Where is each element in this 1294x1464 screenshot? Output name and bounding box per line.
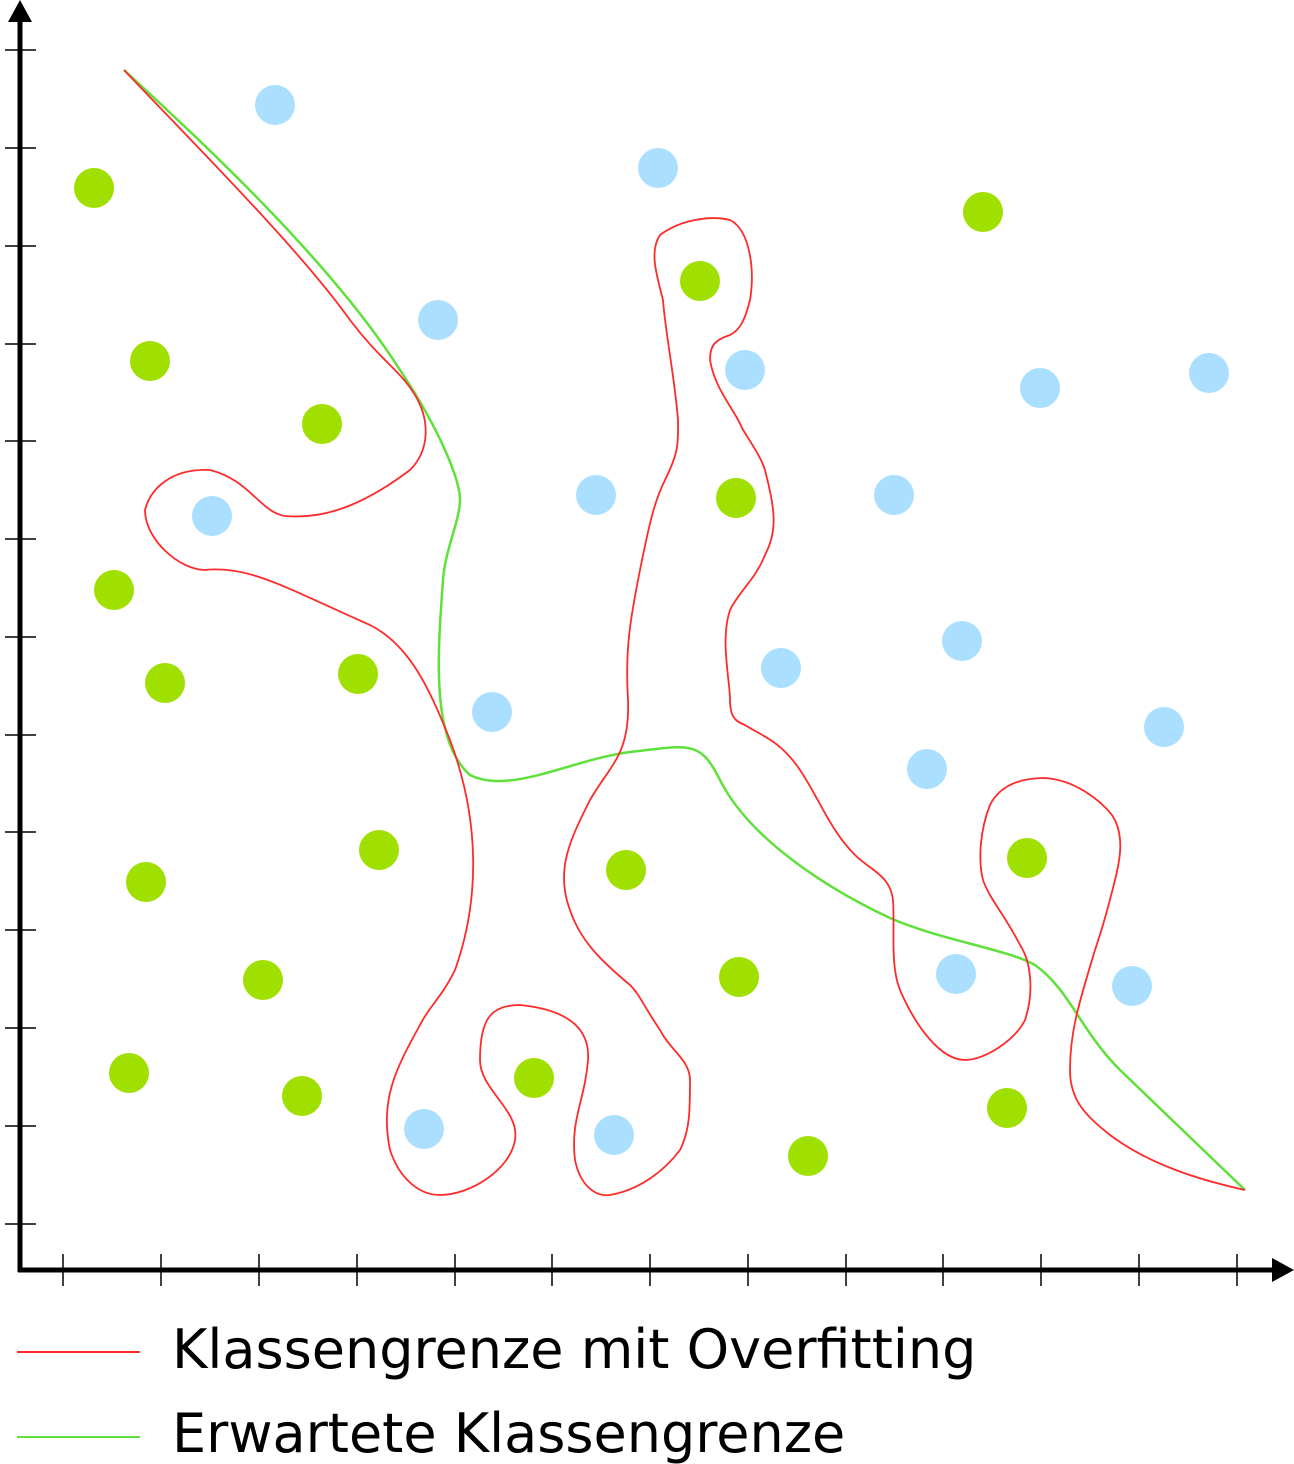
class-b-point	[594, 1115, 634, 1155]
class-a-point	[109, 1053, 149, 1093]
class-a-point	[302, 404, 342, 444]
class-a-point	[126, 862, 166, 902]
class-a-point	[359, 830, 399, 870]
class-a-point	[145, 663, 185, 703]
class-b-point	[1189, 353, 1229, 393]
expected-class-boundary	[123, 69, 1246, 1191]
class-a-point	[338, 654, 378, 694]
y-axis-arrow	[8, 0, 32, 22]
class-a-point	[514, 1058, 554, 1098]
class-a-point	[1007, 838, 1047, 878]
class-b-point	[472, 692, 512, 732]
overfitting-class-boundary	[123, 69, 1246, 1196]
class-a-point	[606, 850, 646, 890]
class-b-point	[1112, 966, 1152, 1006]
legend: Klassengrenze mit Overfitting Erwartete …	[17, 1318, 976, 1464]
legend-expected-label: Erwartete Klassengrenze	[172, 1402, 845, 1464]
class-b-point	[576, 475, 616, 515]
class-b-point	[255, 85, 295, 125]
class-a-point	[788, 1136, 828, 1176]
class-b-point	[907, 749, 947, 789]
class-b-point	[192, 496, 232, 536]
class-b-point	[404, 1109, 444, 1149]
class-a-point	[987, 1088, 1027, 1128]
class-b-point	[761, 648, 801, 688]
class-a-point	[282, 1076, 322, 1116]
class-a-point	[680, 261, 720, 301]
class-a-point	[74, 168, 114, 208]
class-b-point	[1144, 707, 1184, 747]
class-b-point	[638, 148, 678, 188]
class-b-point	[1020, 368, 1060, 408]
class-a-point	[243, 960, 283, 1000]
x-axis-arrow	[1272, 1258, 1294, 1282]
legend-overfit-label: Klassengrenze mit Overfitting	[172, 1318, 976, 1381]
class-a-point	[719, 957, 759, 997]
axes	[5, 0, 1294, 1286]
class-a-point	[963, 192, 1003, 232]
class-a-point	[94, 570, 134, 610]
class-a-point	[130, 341, 170, 381]
class-b-point	[936, 954, 976, 994]
class-a-point	[716, 478, 756, 518]
class-b-point	[874, 475, 914, 515]
class-b-point	[725, 350, 765, 390]
class-b-point	[942, 621, 982, 661]
class-b-point	[418, 300, 458, 340]
